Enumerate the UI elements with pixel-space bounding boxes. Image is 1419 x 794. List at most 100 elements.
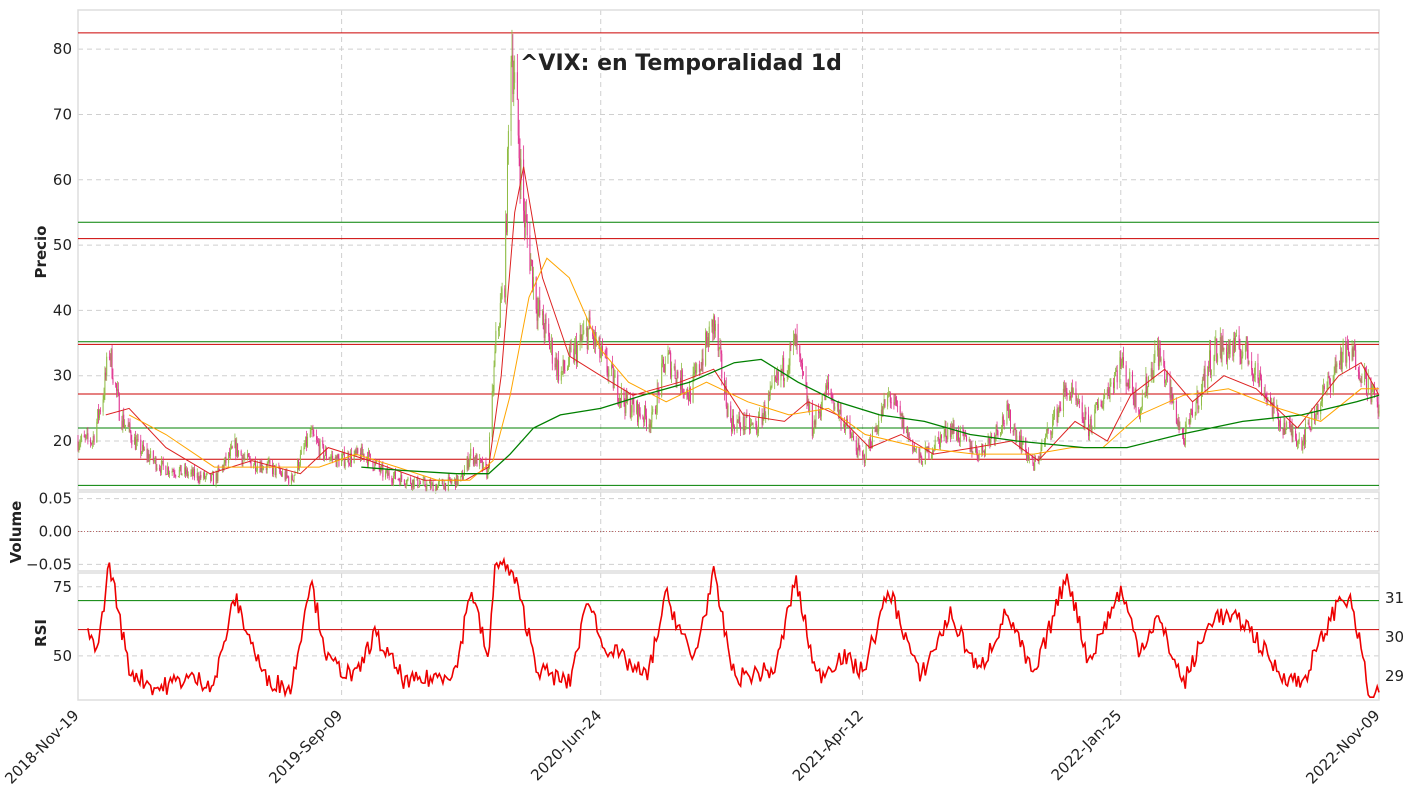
volume-panel <box>77 491 1380 572</box>
candle-body <box>457 478 459 485</box>
candle-body <box>1201 379 1203 392</box>
candle-body <box>247 453 249 457</box>
candle-body <box>893 402 895 405</box>
candle-body <box>140 439 142 455</box>
candle-body <box>92 436 94 443</box>
candle-body <box>103 395 105 400</box>
candle-body <box>554 363 556 368</box>
candle-body <box>895 397 897 400</box>
candle-body <box>825 385 827 401</box>
candle-body <box>449 477 451 482</box>
candle-body <box>808 402 810 412</box>
candle-body <box>1079 401 1081 403</box>
candle-body <box>1270 397 1272 405</box>
candle-body <box>897 405 899 407</box>
candle-body <box>1302 442 1304 450</box>
candle-body <box>1278 413 1280 427</box>
candle-body <box>423 479 425 481</box>
rsi-y-tick-label: 50 <box>53 647 72 665</box>
candle-body <box>933 449 935 451</box>
candle-body <box>876 427 878 433</box>
candle-body <box>381 466 383 467</box>
candle-body <box>1352 348 1354 357</box>
candle-body <box>1120 357 1122 367</box>
candle-body <box>1176 422 1178 425</box>
candle-body <box>1271 402 1273 417</box>
candle-body <box>1013 427 1015 433</box>
candle-body <box>756 424 758 434</box>
candle-body <box>1031 457 1033 458</box>
candle-body <box>353 454 355 463</box>
candle-body <box>784 377 786 381</box>
candle-body <box>235 439 237 456</box>
candle-body <box>567 364 569 368</box>
candle-body <box>359 453 361 461</box>
candle-body <box>921 457 923 465</box>
candle-body <box>111 349 113 379</box>
moving-average-line <box>128 257 1379 481</box>
candle-body <box>1145 376 1147 396</box>
candle-body <box>190 472 192 475</box>
candle-body <box>795 335 797 347</box>
candle-body <box>1223 347 1225 350</box>
candle-body <box>91 442 93 445</box>
rsi-axis-label: RSI <box>32 619 50 647</box>
candle-body <box>1051 434 1053 436</box>
candle-body <box>255 460 257 471</box>
candle-body <box>775 376 777 379</box>
candle-body <box>1122 357 1124 366</box>
candle-body <box>820 408 822 417</box>
candle-body <box>401 474 403 480</box>
candle-body <box>905 427 907 434</box>
candle-body <box>1058 406 1060 411</box>
candle-body <box>1009 409 1011 418</box>
candle-body <box>736 420 738 432</box>
candle-body <box>186 469 188 476</box>
candle-body <box>1012 430 1014 433</box>
candle-body <box>1033 463 1035 471</box>
candle-body <box>79 444 81 447</box>
candle-body <box>1065 385 1067 392</box>
candle-body <box>1078 401 1080 405</box>
candle-body <box>957 430 959 441</box>
candle-body <box>438 480 440 483</box>
candle-body <box>675 378 677 384</box>
candle-body <box>177 476 179 477</box>
candle-body <box>755 423 757 425</box>
candle-body <box>426 483 428 490</box>
candle-body <box>411 483 413 488</box>
candle-body <box>1355 349 1357 370</box>
candle-body <box>915 448 917 450</box>
candle-body <box>631 398 633 413</box>
candle-body <box>1235 335 1237 337</box>
candle-body <box>1313 410 1315 421</box>
candle-body <box>831 396 833 401</box>
candle-body <box>813 420 815 434</box>
candle-body <box>645 415 647 427</box>
candle-body <box>557 360 559 377</box>
candle-body <box>210 473 212 481</box>
candle-body <box>1272 402 1274 417</box>
candle-body <box>793 333 795 340</box>
candle-body <box>450 481 452 483</box>
candle-body <box>343 452 345 467</box>
candle-body <box>801 362 803 372</box>
candle-body <box>614 374 616 378</box>
candle-body <box>476 454 478 467</box>
price-y-tick-label: 30 <box>53 367 72 385</box>
candle-body <box>1208 366 1210 369</box>
candle-body <box>1207 366 1209 388</box>
candle-body <box>794 333 796 347</box>
candle-body <box>850 434 852 438</box>
candle-body <box>269 460 271 465</box>
candle-body <box>1342 341 1344 355</box>
candle-body <box>767 394 769 415</box>
volume-y-tick-label: 0.05 <box>39 490 72 508</box>
candle-body <box>168 467 170 475</box>
candle-body <box>749 424 751 430</box>
candle-body <box>687 389 689 398</box>
candle-body <box>664 363 666 373</box>
candle-body <box>1101 406 1103 409</box>
candle-body <box>1151 368 1153 379</box>
candle-body <box>361 446 363 456</box>
